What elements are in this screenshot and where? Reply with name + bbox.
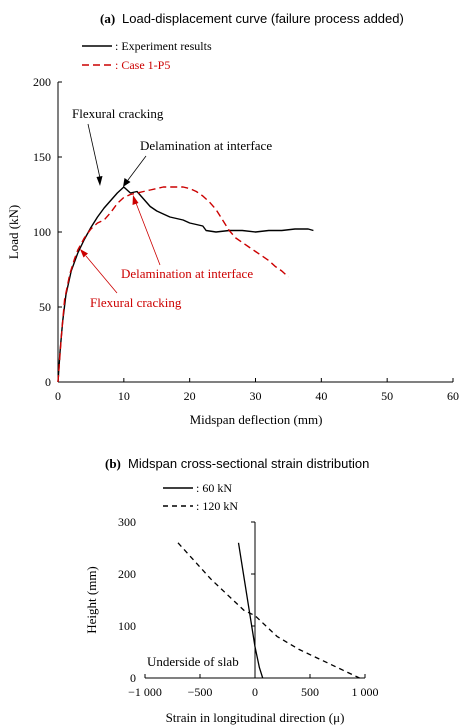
arrowhead-delamination-case — [132, 195, 139, 205]
y-tick-label-a: 150 — [33, 150, 51, 164]
x-axis-b-label: Strain in longitudinal direction (μ) — [166, 710, 345, 725]
ticks-a: 0 10 20 30 40 50 60 0 50 100 150 200 — [33, 75, 459, 403]
x-tick-label-a: 30 — [250, 389, 262, 403]
series-a — [57, 186, 314, 383]
annotation-delamination-experiment: Delamination at interface — [140, 138, 272, 153]
y-tick-label-b: 300 — [118, 515, 136, 529]
x-axis-a-label: Midspan deflection (mm) — [190, 412, 323, 427]
series-b — [177, 542, 360, 679]
x-tick-label-a: 60 — [447, 389, 459, 403]
x-tick-label-b: 0 — [252, 685, 258, 699]
x-tick-label-a: 20 — [184, 389, 196, 403]
series-line-60kn — [237, 542, 264, 679]
annotation-delamination-case: Delamination at interface — [121, 266, 253, 281]
annotation-arrow-flexural-experiment — [87, 123, 101, 179]
panel-b-label: (b) — [105, 456, 121, 471]
annotation-flexural-cracking-experiment: Flexural cracking — [72, 106, 164, 121]
y-tick-label-a: 100 — [33, 225, 51, 239]
legend-b-label-60kn: : 60 kN — [196, 481, 232, 495]
panel-b-title: Midspan cross-sectional strain distribut… — [128, 456, 369, 471]
panel-a-label: (a) — [100, 11, 115, 26]
legend-a-label-case: : Case 1-P5 — [115, 58, 170, 72]
y-axis-a-label: Load (kN) — [6, 205, 21, 260]
annotation-flexural-cracking-case: Flexural cracking — [90, 295, 182, 310]
y-tick-label-b: 200 — [118, 567, 136, 581]
x-tick-label-a: 0 — [55, 389, 61, 403]
y-tick-label-a: 200 — [33, 75, 51, 89]
annotation-underside-of-slab: Underside of slab — [147, 654, 239, 669]
y-tick-label-a: 50 — [39, 300, 51, 314]
panel-a-chart: (a) Load-displacement curve (failure pro… — [6, 11, 459, 427]
x-tick-label-b: −1 000 — [128, 685, 162, 699]
series-line-experiment — [57, 186, 314, 383]
series-line-120kn — [177, 542, 360, 679]
y-axis-b-label: Height (mm) — [84, 566, 99, 634]
legend-b-label-120kn: : 120 kN — [196, 499, 238, 513]
x-tick-label-a: 50 — [381, 389, 393, 403]
annotation-arrow-delamination-case — [135, 202, 161, 266]
x-tick-label-a: 10 — [118, 389, 130, 403]
x-tick-label-a: 40 — [315, 389, 327, 403]
annotation-arrow-flexural-case — [85, 255, 118, 294]
y-tick-label-b: 0 — [130, 671, 136, 685]
x-tick-label-b: −500 — [188, 685, 213, 699]
y-tick-label-b: 100 — [118, 619, 136, 633]
annotation-arrow-delamination-experiment — [127, 155, 147, 181]
arrowhead-delamination-experiment — [123, 178, 131, 187]
ticks-b: −1 000 −500 0 500 1 000 0 100 200 300 — [118, 515, 379, 699]
panel-b-chart: (b) Midspan cross-sectional strain distr… — [84, 456, 379, 725]
legend-a-label-experiment: : Experiment results — [115, 39, 212, 53]
x-tick-label-b: 500 — [301, 685, 319, 699]
x-tick-label-b: 1 000 — [352, 685, 379, 699]
y-tick-label-a: 0 — [45, 375, 51, 389]
arrowhead-flexural-experiment — [96, 176, 103, 186]
series-line-case-1-p5 — [57, 186, 289, 383]
arrowhead-flexural-case — [80, 249, 88, 258]
panel-a-title: Load-displacement curve (failure process… — [122, 11, 404, 26]
